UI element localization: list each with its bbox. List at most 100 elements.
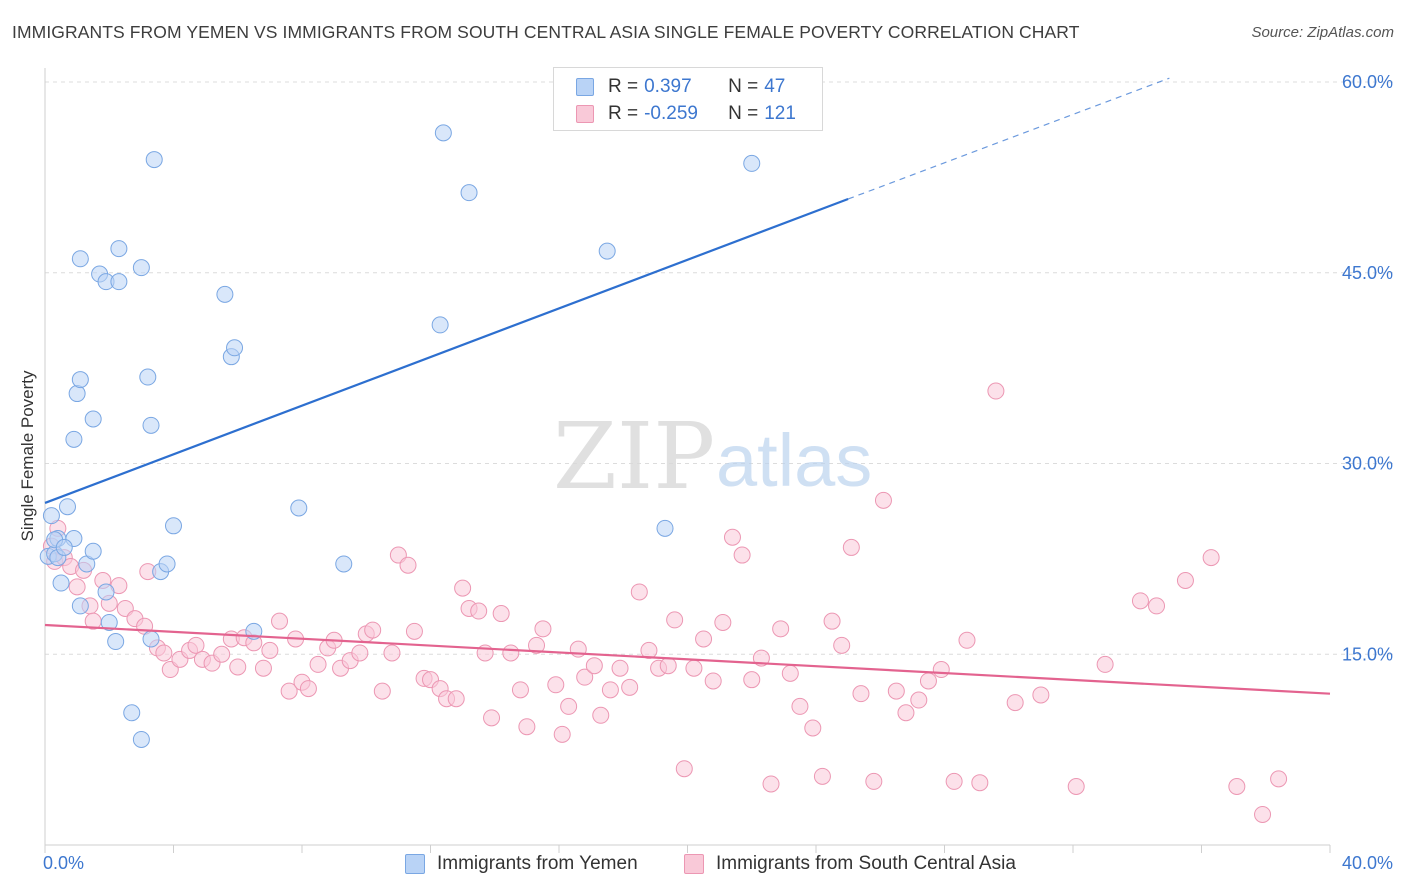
pink-data-point xyxy=(1176,571,1194,589)
blue-data-point xyxy=(216,285,234,303)
blue-data-point xyxy=(84,410,102,428)
pink-data-point xyxy=(576,668,594,686)
pink-data-point xyxy=(640,641,658,659)
blue-data-point xyxy=(84,542,102,560)
pink-data-point xyxy=(351,644,369,662)
pink-data-point xyxy=(897,704,915,722)
blue-data-point xyxy=(58,498,76,516)
legend-row-south-central-asia: R = -0.259 N = 121 xyxy=(576,102,796,126)
pink-data-point xyxy=(553,725,571,743)
pink-data-point xyxy=(560,697,578,715)
pink-data-point xyxy=(229,658,247,676)
blue-data-point xyxy=(55,538,73,556)
pink-data-point xyxy=(373,682,391,700)
legend-r-value-yemen: 0.397 xyxy=(644,76,692,97)
pink-data-point xyxy=(781,664,799,682)
pink-data-point xyxy=(547,676,565,694)
pink-data-point xyxy=(887,682,905,700)
blue-data-point xyxy=(107,633,125,651)
pink-data-point xyxy=(399,556,417,574)
pink-data-point xyxy=(299,680,317,698)
pink-data-point xyxy=(483,709,501,727)
pink-data-point xyxy=(271,612,289,630)
pink-data-point xyxy=(675,760,693,778)
blue-data-point xyxy=(431,316,449,334)
pink-data-point xyxy=(804,719,822,737)
pink-data-point xyxy=(511,681,529,699)
pink-data-point xyxy=(910,691,928,709)
pink-data-point xyxy=(743,671,761,689)
watermark-atlas: atlas xyxy=(716,419,872,502)
pink-data-point xyxy=(733,546,751,564)
pink-data-point xyxy=(630,583,648,601)
blue-data-point xyxy=(139,368,157,386)
pink-data-point xyxy=(621,678,639,696)
blue-data-point xyxy=(142,630,160,648)
legend-n-label: N = xyxy=(728,103,759,124)
series-legend-south-central-asia[interactable]: Immigrants from South Central Asia xyxy=(684,851,1016,877)
blue-data-point xyxy=(132,730,150,748)
blue-trend-line xyxy=(44,197,849,504)
pink-data-point xyxy=(534,620,552,638)
pink-data-point xyxy=(309,655,327,673)
blue-trend-extension xyxy=(847,77,1170,200)
pink-data-point xyxy=(213,645,231,663)
blue-data-point xyxy=(460,184,478,202)
blue-data-point xyxy=(165,517,182,535)
blue-data-point xyxy=(226,339,244,357)
pink-data-point xyxy=(1270,770,1288,788)
y-tick-label: 60.0% xyxy=(1342,72,1393,92)
y-tick-label: 15.0% xyxy=(1342,644,1393,664)
legend-r-label: R = xyxy=(608,76,639,97)
blue-data-point xyxy=(110,240,128,258)
x-tick-label-min: 0.0% xyxy=(43,853,84,873)
legend-swatch-pink-icon xyxy=(576,105,594,123)
pink-data-point xyxy=(823,612,841,630)
pink-data-point xyxy=(364,621,382,639)
y-axis-label: Single Female Poverty xyxy=(18,370,37,542)
pink-data-point xyxy=(1096,655,1114,673)
blue-data-point xyxy=(158,555,176,573)
pink-data-point xyxy=(601,681,619,699)
pink-trend-line xyxy=(44,623,1331,695)
pink-data-point xyxy=(518,718,536,736)
pink-data-point xyxy=(919,672,937,690)
series-name-yemen: Immigrants from Yemen xyxy=(437,853,638,874)
blue-data-point xyxy=(42,507,60,525)
pink-data-point xyxy=(813,767,831,785)
blue-data-point xyxy=(142,416,160,434)
chart-title: IMMIGRANTS FROM YEMEN VS IMMIGRANTS FROM… xyxy=(12,22,1080,42)
pink-data-point xyxy=(1131,592,1149,610)
pink-data-point xyxy=(1254,805,1272,823)
blue-data-point xyxy=(65,430,83,448)
blue-data-point xyxy=(71,597,89,615)
pink-data-point xyxy=(187,636,205,654)
pink-data-point xyxy=(842,538,860,556)
blue-data-point xyxy=(52,574,70,592)
series-legend-yemen[interactable]: Immigrants from Yemen xyxy=(405,851,638,877)
pink-data-point xyxy=(1067,778,1085,796)
blue-data-point xyxy=(434,124,452,142)
pink-data-point xyxy=(874,491,892,509)
blue-data-point xyxy=(97,583,115,601)
pink-data-point xyxy=(932,661,950,679)
pink-data-point xyxy=(592,706,610,724)
legend-r-value-south-central-asia: -0.259 xyxy=(644,103,698,124)
pink-data-point xyxy=(492,605,510,623)
pink-data-point xyxy=(695,630,713,648)
pink-data-point xyxy=(865,772,883,790)
legend-row-yemen: R = 0.397 N = 47 xyxy=(576,75,785,99)
pink-data-point xyxy=(454,579,472,597)
x-tick-label-max: 40.0% xyxy=(1342,853,1393,873)
blue-data-point xyxy=(68,385,86,403)
pink-data-point xyxy=(685,659,703,677)
pink-data-point xyxy=(772,620,790,638)
pink-data-point xyxy=(659,657,677,675)
pink-data-point xyxy=(68,578,86,596)
legend-swatch-blue-icon xyxy=(576,78,594,96)
pink-data-point xyxy=(528,636,546,654)
pink-data-point xyxy=(833,636,851,654)
pink-data-point xyxy=(383,644,401,662)
pink-data-point xyxy=(1032,686,1050,704)
pink-data-point xyxy=(666,611,684,629)
